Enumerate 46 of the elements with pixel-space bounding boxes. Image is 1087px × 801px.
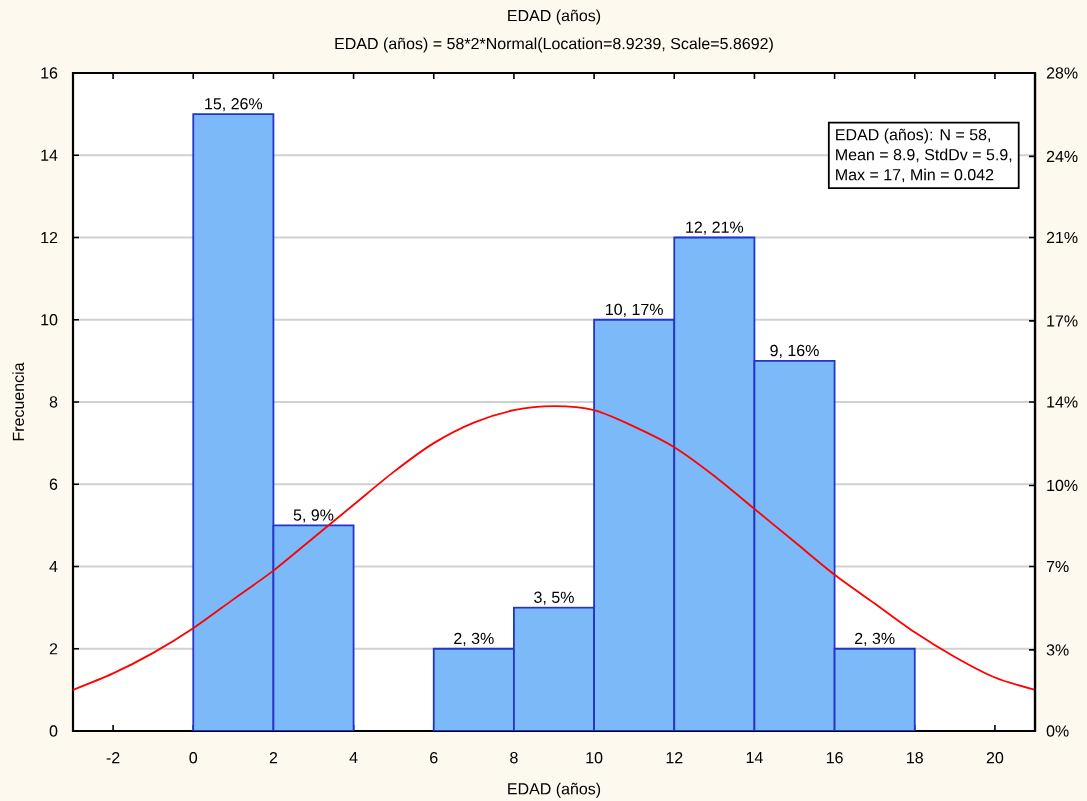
x-tick-label: 6 (430, 752, 438, 764)
data-label: 2, 3% (454, 632, 494, 646)
y-tick-label: 16 (41, 67, 58, 79)
data-label: 12, 21% (686, 221, 744, 235)
x-tick-label: 18 (907, 752, 923, 764)
y-tick-label: 6 (49, 478, 58, 490)
y-tick-label: 10 (41, 314, 58, 326)
y2-tick-label: 0% (1046, 725, 1069, 737)
y2-tick-label: 10% (1047, 479, 1078, 492)
data-label: 2, 3% (855, 632, 895, 646)
data-label: 3, 5% (534, 591, 574, 605)
x-axis-title: EDAD (años) (508, 782, 601, 798)
y-tick-label: 12 (41, 231, 58, 244)
annotation: EDAD (años): N = 58, (836, 128, 991, 144)
y-axis-title: Frecuencia (12, 362, 25, 441)
data-label: 5, 9% (293, 509, 334, 523)
y2-tick-label: 14% (1047, 396, 1078, 408)
y2-tick-label: 7% (1046, 560, 1069, 573)
chart-subtitle: EDAD (años) = 58*2*Normal(Location=8.9239, Scale=5.8692) (335, 37, 773, 53)
x-tick-label: 4 (349, 752, 358, 764)
line-series (73, 405, 1036, 691)
annotation: Max = 17, Min = 0.042 (836, 168, 994, 183)
x-tick-label: -2 (106, 752, 120, 764)
x-tick-label: 2 (269, 752, 278, 764)
y-tick-label: 2 (49, 643, 58, 655)
y-tick-label: 8 (49, 396, 58, 408)
y2-tick-label: 28% (1046, 67, 1078, 79)
x-tick-label: 0 (189, 752, 198, 764)
chart-title: EDAD (años) (508, 9, 601, 25)
x-tick-label: 8 (510, 752, 518, 764)
y-tick-label: 14 (41, 149, 58, 161)
y2-tick-label: 17% (1047, 315, 1078, 327)
data-label: 10, 17% (606, 303, 663, 317)
annotation: Mean = 8.9, StdDv = 5.9, (836, 148, 1012, 163)
x-tick-label: 20 (986, 752, 1004, 764)
x-tick-label: 14 (746, 752, 763, 764)
x-tick-label: 12 (666, 752, 683, 764)
x-tick-label: 16 (826, 752, 843, 764)
y2-tick-label: 21% (1046, 231, 1078, 244)
y2-tick-label: 24% (1046, 150, 1078, 163)
y-tick-label: 4 (49, 560, 58, 572)
y2-tick-label: 3% (1046, 644, 1069, 656)
x-tick-label: 10 (586, 752, 603, 764)
y-tick-label: 0 (49, 725, 58, 737)
data-label: 9, 16% (770, 344, 819, 359)
data-label: 15, 26% (205, 98, 263, 112)
